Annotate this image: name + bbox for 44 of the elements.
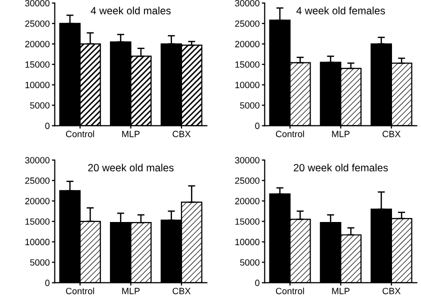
y-tick-label: 20000 bbox=[25, 40, 50, 48]
x-tick-label: CBX bbox=[382, 288, 401, 294]
y-tick-label: 15000 bbox=[235, 218, 260, 225]
y-tick-label: 0 bbox=[45, 122, 50, 130]
x-tick-label: MLP bbox=[332, 130, 350, 138]
y-tick-label: 30000 bbox=[235, 157, 260, 164]
y-tick-label: 25000 bbox=[235, 20, 260, 27]
x-tick-label: CBX bbox=[382, 130, 401, 138]
y-tick-label: 15000 bbox=[25, 61, 50, 68]
y-tick-label: 30000 bbox=[235, 0, 260, 6]
y-tick-label: 10000 bbox=[25, 82, 50, 88]
chart-title: 20 week old females bbox=[294, 164, 388, 172]
y-tick-label: 20000 bbox=[235, 198, 260, 204]
y-tick-label: 5000 bbox=[30, 102, 50, 109]
y-tick-label: 15000 bbox=[235, 61, 260, 68]
x-tick-label: CBX bbox=[172, 288, 191, 294]
y-tick-label: 15000 bbox=[25, 218, 50, 225]
y-tick-label: 0 bbox=[255, 122, 260, 130]
chart-title: 4 week old females bbox=[296, 6, 385, 14]
chart-title: 20 week old males bbox=[88, 164, 174, 172]
y-tick-label: 25000 bbox=[235, 177, 260, 184]
y-tick-label: 30000 bbox=[25, 157, 50, 164]
y-tick-label: 30000 bbox=[25, 0, 50, 6]
x-tick-label: Control bbox=[66, 130, 94, 138]
y-tick-label: 0 bbox=[255, 280, 260, 286]
chart-title: 4 week old males bbox=[90, 6, 171, 14]
x-tick-label: Control bbox=[276, 130, 304, 138]
y-tick-label: 20000 bbox=[235, 40, 260, 48]
y-tick-label: 10000 bbox=[25, 238, 50, 246]
y-tick-label: 25000 bbox=[25, 20, 50, 27]
y-tick-label: 10000 bbox=[235, 238, 260, 246]
x-tick-label: Control bbox=[276, 288, 304, 294]
x-tick-label: Control bbox=[66, 288, 94, 294]
y-tick-label: 25000 bbox=[25, 177, 50, 184]
y-tick-label: 20000 bbox=[25, 198, 50, 204]
x-tick-label: MLP bbox=[122, 130, 140, 138]
y-tick-label: 0 bbox=[45, 280, 50, 286]
x-tick-label: MLP bbox=[332, 288, 350, 294]
y-tick-label: 5000 bbox=[240, 259, 260, 266]
y-tick-label: 5000 bbox=[240, 102, 260, 109]
x-tick-label: CBX bbox=[172, 130, 191, 138]
x-tick-label: MLP bbox=[122, 288, 140, 294]
y-tick-label: 5000 bbox=[30, 259, 50, 266]
y-tick-label: 10000 bbox=[235, 82, 260, 88]
